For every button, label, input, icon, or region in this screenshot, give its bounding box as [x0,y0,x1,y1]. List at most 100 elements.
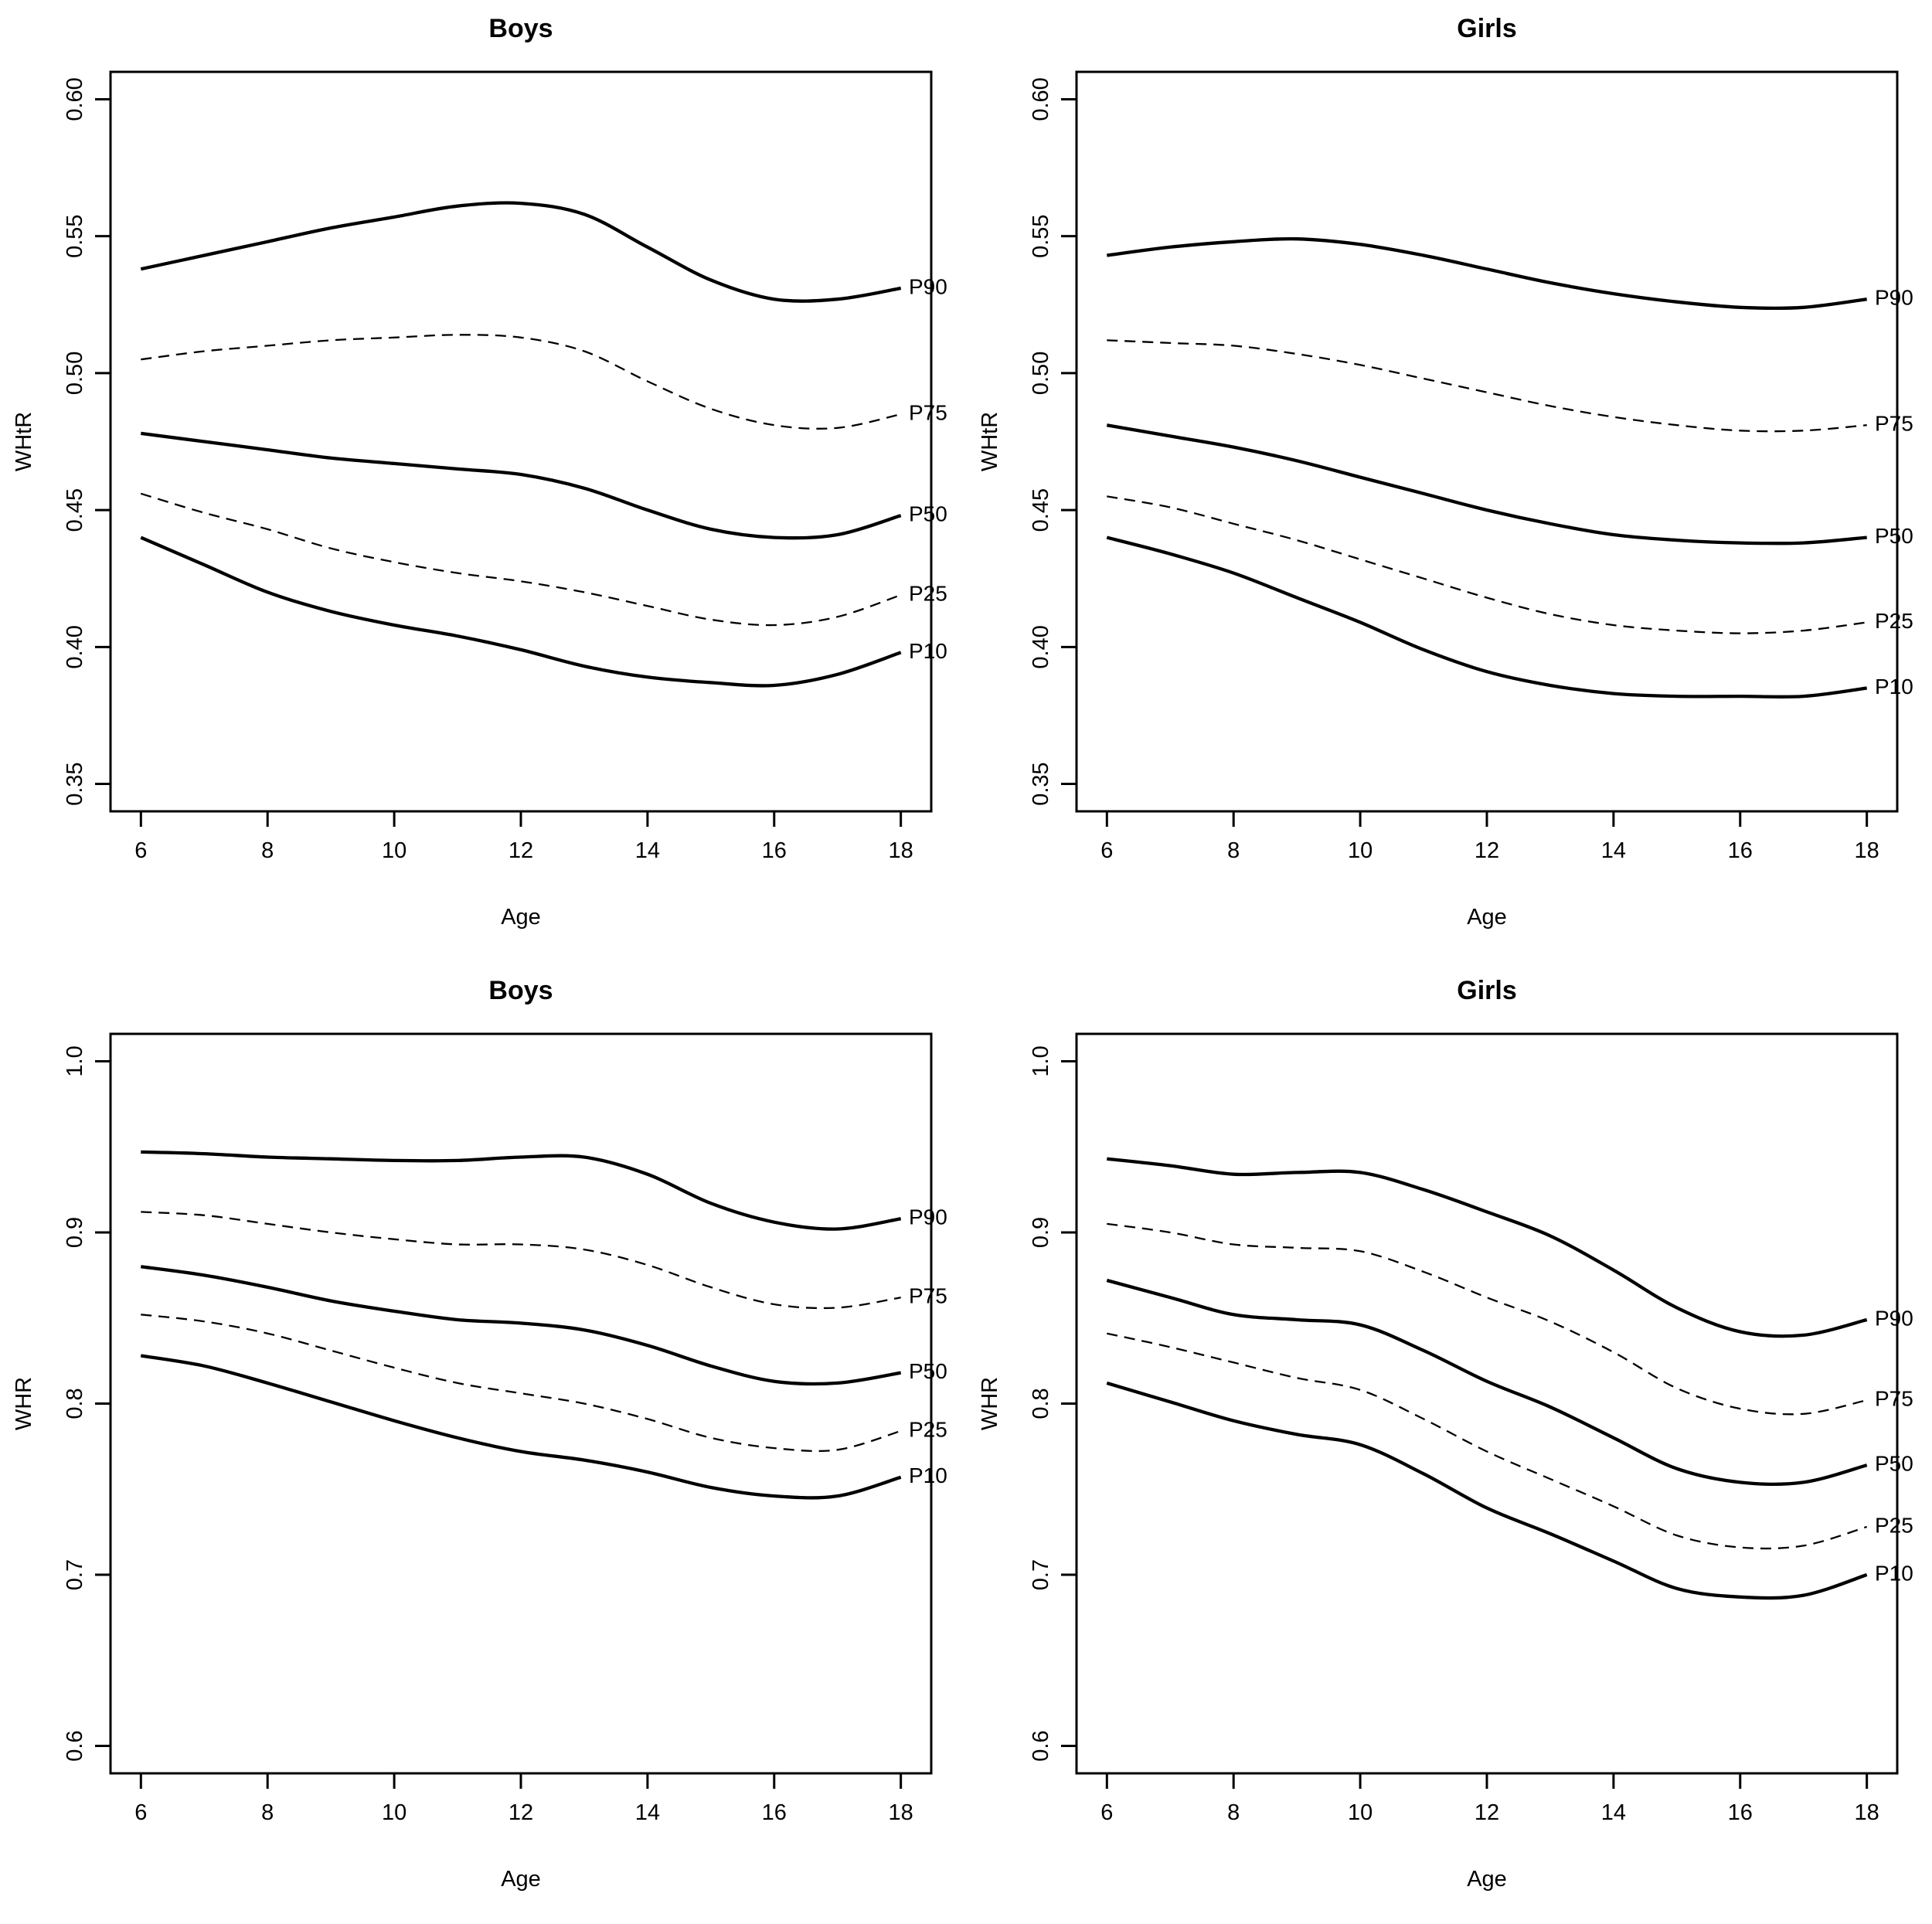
x-axis-title: Age [1467,905,1507,930]
series-P10-curve [140,535,902,688]
y-axis-title: WHR [12,1377,36,1430]
y-tick-label: 0.35 [63,762,87,805]
x-tick-label: 16 [1728,838,1753,863]
x-tick-label: 18 [889,1800,913,1825]
x-tick-label: 12 [509,838,533,863]
x-tick-label: 18 [889,838,913,863]
x-tick-label: 14 [1601,838,1626,863]
x-tick-label: 16 [762,838,787,863]
y-tick-label: 0.9 [63,1217,87,1248]
x-tick-label: 12 [1475,838,1499,863]
x-tick-label: 18 [1855,838,1879,863]
plot-frame [1075,1032,1899,1775]
series-P50-label: P50 [909,1359,947,1383]
x-tick-label: 16 [762,1800,787,1825]
series-P10-label: P10 [1875,1561,1913,1585]
x-tick-label: 8 [1227,1800,1240,1825]
series-P50-label: P50 [1875,1452,1913,1476]
y-tick-label: 0.45 [1029,488,1053,532]
chart-title: Boys [488,976,553,1005]
y-tick-label: 0.9 [1029,1217,1053,1248]
y-tick-label: 0.45 [63,488,87,532]
y-tick-label: 0.8 [63,1388,87,1419]
x-tick-label: 10 [382,838,406,863]
series-P10-curve [1106,1381,1868,1600]
x-tick-label: 14 [635,1800,660,1825]
y-tick-label: 0.35 [1029,762,1053,805]
x-tick-label: 10 [382,1800,406,1825]
series-P25-curve [1107,495,1867,634]
x-tick-label: 12 [509,1800,533,1825]
x-tick-label: 6 [1100,1800,1113,1825]
x-tick-label: 8 [261,1800,274,1825]
x-tick-label: 16 [1728,1800,1753,1825]
y-tick-label: 0.6 [63,1730,87,1761]
series-P10-label: P10 [909,639,947,663]
series-P75-curve [141,334,901,430]
series-P75-label: P75 [909,400,947,424]
y-tick-label: 1.0 [63,1045,87,1076]
y-tick-label: 0.40 [63,625,87,668]
series-P90-label: P90 [1875,1306,1913,1330]
chart-girls-whtr: Girls 6 8 10 12 14 16 18 0.35 0.40 0.45 0.50 0.55 0.6… [966,0,1932,962]
x-tick-label: 6 [1100,838,1113,863]
series-P25-curve [1107,1332,1868,1550]
y-tick-label: 0.7 [1029,1559,1053,1590]
chart-girls-whr: Girls 6 8 10 12 14 16 18 0.6 0.7 0.8 0.9 1.0 Age WHR P9… [966,962,1932,1924]
plot-frame [109,1032,933,1775]
series-P75-curve [141,1211,901,1310]
series-P10-curve [140,1354,902,1500]
x-tick-label: 12 [1475,1800,1499,1825]
series-P25-label: P25 [1875,609,1913,633]
chart-boys-whr: Boys 6 8 10 12 14 16 18 0.6 0.7 0.8 0.9 1.0 Age WHR P90… [0,962,966,1924]
series-P25-curve [140,492,902,627]
chart-boys-whtr-svg: Boys 6 8 10 12 14 16 18 0.35 0.40 0.45 0.50 0.55 0.60… [0,0,966,962]
y-tick-label: 0.55 [1029,214,1053,257]
series-P50-curve [141,1265,902,1386]
series-P25-curve [141,1314,902,1453]
series-P75-curve [1107,339,1867,433]
x-tick-label: 8 [1227,838,1240,863]
plot-frame [109,70,933,813]
x-tick-label: 14 [635,838,660,863]
y-axis-title: WHtR [12,412,36,471]
chart-title: Girls [1457,976,1516,1005]
series-P75-label: P75 [909,1284,947,1308]
x-tick-label: 10 [1348,1800,1372,1825]
y-axis-title: WHtR [978,412,1002,471]
series-P10-curve [1106,535,1867,699]
y-tick-label: 0.8 [1029,1388,1053,1419]
series-P90-label: P90 [909,274,947,298]
y-tick-label: 0.6 [1029,1730,1053,1761]
x-tick-label: 8 [261,838,274,863]
x-tick-label: 18 [1855,1800,1879,1825]
chart-boys-whtr: Boys 6 8 10 12 14 16 18 0.35 0.40 0.45 0.50 0.55 0.60… [0,0,966,962]
series-P90-curve [1107,236,1867,311]
chart-title: Boys [488,14,553,43]
series-P10-label: P10 [909,1463,947,1487]
y-tick-label: 0.55 [63,214,87,257]
y-tick-label: 1.0 [1029,1045,1053,1076]
series-P90-curve [1107,1157,1868,1338]
x-tick-label: 10 [1348,838,1372,863]
series-P50-curve [1106,1278,1868,1487]
series-P25-label: P25 [1875,1513,1913,1537]
series-P75-label: P75 [1875,1386,1913,1410]
series-P90-label: P90 [1875,286,1913,310]
series-P75-curve [1107,1222,1867,1416]
chart-girls-whr-svg: Girls 6 8 10 12 14 16 18 0.6 0.7 0.8 0.9 1.0 Age WHR P9… [966,962,1932,1924]
series-P75-label: P75 [1875,412,1913,436]
y-tick-label: 0.60 [63,77,87,121]
y-tick-label: 0.7 [63,1559,87,1590]
x-axis-title: Age [501,905,541,930]
x-axis-title: Age [501,1867,541,1892]
series-P50-curve [1106,423,1867,546]
series-P25-label: P25 [909,1417,947,1441]
series-P50-label: P50 [1875,524,1913,548]
chart-boys-whr-svg: Boys 6 8 10 12 14 16 18 0.6 0.7 0.8 0.9 1.0 Age WHR P90… [0,962,966,1924]
y-tick-label: 0.40 [1029,625,1053,668]
y-tick-label: 0.50 [63,352,87,395]
chart-title: Girls [1457,14,1516,43]
series-P25-label: P25 [909,581,947,605]
